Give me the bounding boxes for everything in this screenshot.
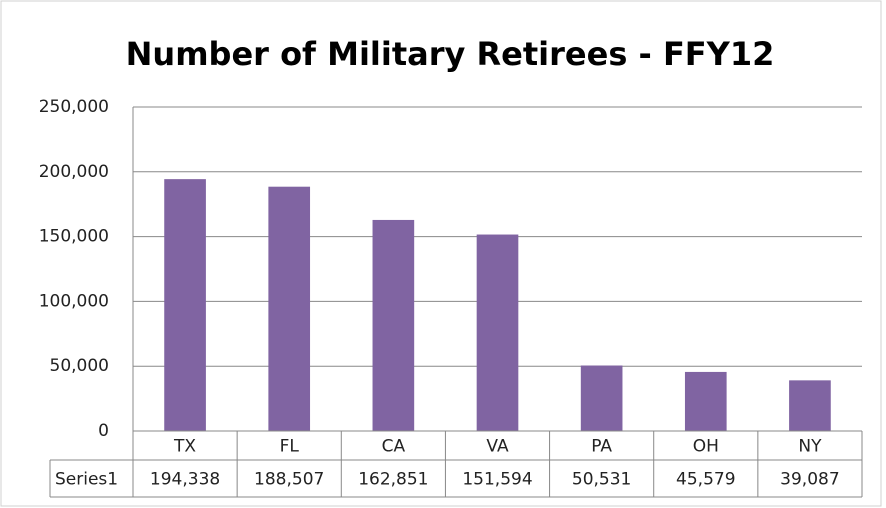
bar bbox=[268, 186, 311, 431]
table-value: 50,531 bbox=[572, 470, 631, 490]
bar bbox=[372, 219, 415, 431]
x-tick-label: NY bbox=[798, 437, 822, 457]
x-tick-label: PA bbox=[591, 437, 612, 457]
bar bbox=[580, 365, 623, 431]
bar bbox=[476, 234, 519, 431]
y-tick-label: 50,000 bbox=[50, 356, 109, 376]
x-tick-label: CA bbox=[382, 437, 406, 457]
x-tick-label: FL bbox=[280, 437, 300, 457]
table-value: 39,087 bbox=[780, 470, 839, 490]
y-tick-label: 250,000 bbox=[39, 97, 109, 117]
chart-title: Number of Military Retirees - FFY12 bbox=[126, 35, 775, 73]
x-tick-label: OH bbox=[693, 437, 719, 457]
bar bbox=[684, 371, 727, 431]
y-tick-label: 100,000 bbox=[39, 291, 109, 311]
y-tick-label: 150,000 bbox=[39, 227, 109, 247]
table-value: 45,579 bbox=[676, 470, 735, 490]
x-tick-label: TX bbox=[173, 437, 196, 457]
table-value: 162,851 bbox=[358, 470, 428, 490]
bar bbox=[789, 380, 831, 431]
y-tick-label: 0 bbox=[98, 421, 109, 441]
x-tick-label: VA bbox=[486, 437, 509, 457]
table-value: 188,507 bbox=[254, 470, 324, 490]
y-tick-label: 200,000 bbox=[39, 162, 109, 182]
bar bbox=[164, 179, 206, 431]
series-name: Series1 bbox=[55, 470, 118, 490]
table-value: 194,338 bbox=[150, 470, 220, 490]
table-value: 151,594 bbox=[462, 470, 532, 490]
